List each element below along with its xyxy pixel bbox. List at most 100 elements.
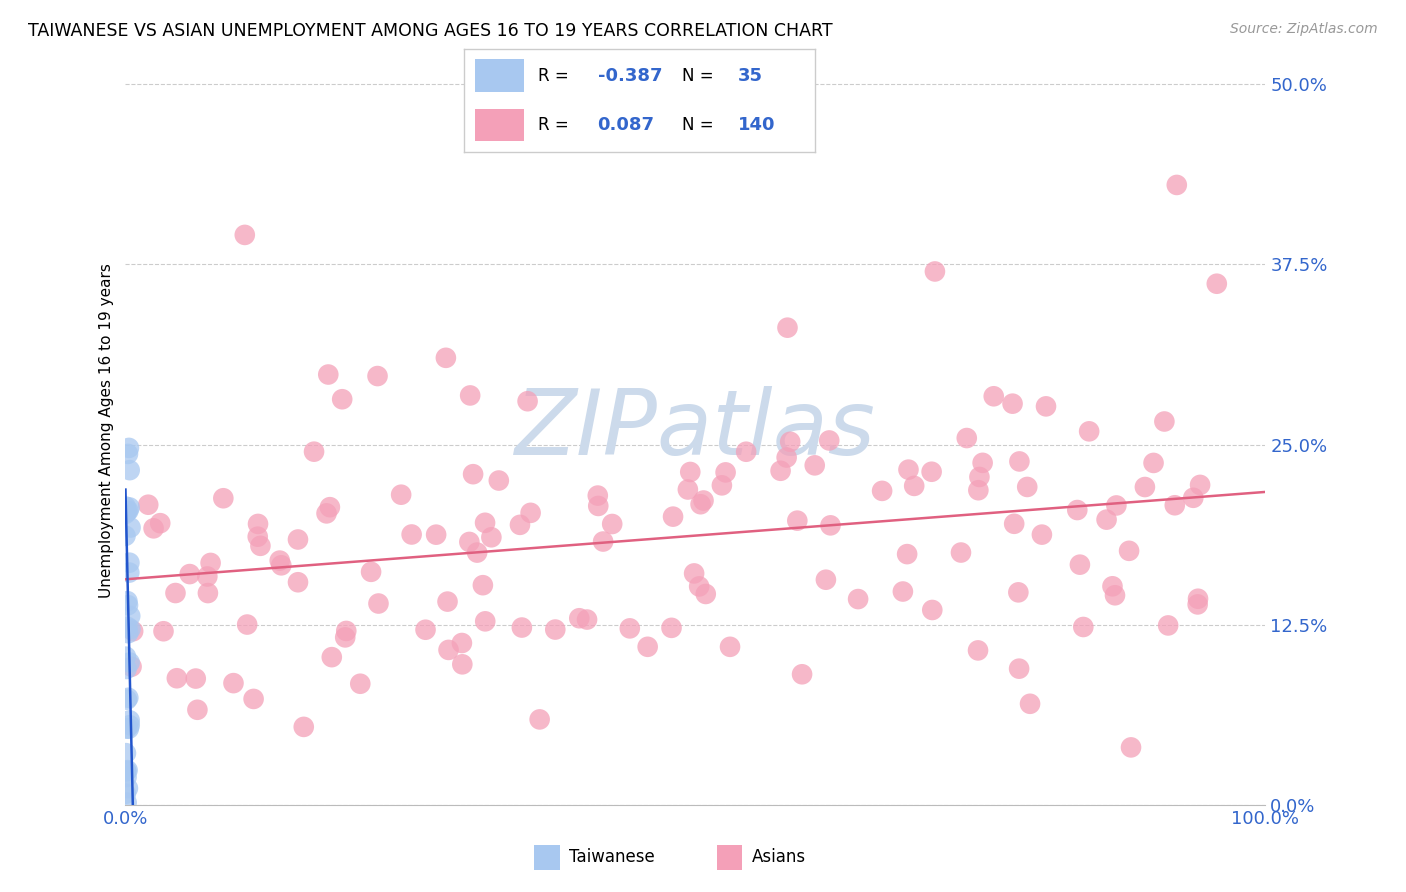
Point [1078,425,1101,439]
Point [1017,480,1039,494]
Point [166,671,188,685]
Point [479,530,502,544]
Point [319,500,342,515]
Point [200,556,222,570]
Point [972,456,994,470]
Point [1157,618,1180,632]
Point [415,623,437,637]
Point [683,566,706,581]
Point [1164,498,1187,512]
Point [302,444,325,458]
Point [1118,544,1140,558]
Text: Source: ZipAtlas.com: Source: ZipAtlas.com [1230,22,1378,37]
Point [136,498,159,512]
Point [401,527,423,541]
Point [870,483,893,498]
Point [714,466,737,480]
Text: R =: R = [538,116,568,134]
Point [692,493,714,508]
Point [1008,662,1031,676]
Point [186,703,208,717]
Point [516,394,538,409]
Text: Taiwanese: Taiwanese [569,848,655,866]
Point [114,507,136,521]
Point [1187,591,1209,606]
Text: 140: 140 [738,116,776,134]
Text: -0.387: -0.387 [598,67,662,85]
Point [287,575,309,590]
Point [949,545,972,559]
Text: TAIWANESE VS ASIAN UNEMPLOYMENT AMONG AGES 16 TO 19 YEARS CORRELATION CHART: TAIWANESE VS ASIAN UNEMPLOYMENT AMONG AG… [28,22,832,40]
Point [436,594,458,608]
Text: Asians: Asians [752,848,806,866]
Point [509,517,531,532]
Point [1031,527,1053,541]
Point [287,533,309,547]
Point [335,624,357,638]
Point [389,488,412,502]
Point [619,621,641,635]
Point [814,573,837,587]
Point [969,470,991,484]
Point [1035,400,1057,414]
Point [246,530,269,544]
Point [360,565,382,579]
Point [118,566,141,580]
Point [461,467,484,482]
Point [471,578,494,592]
Point [269,553,291,567]
Point [120,609,142,624]
Text: N =: N = [682,67,713,85]
Point [121,659,143,673]
Point [529,713,551,727]
Point [152,624,174,639]
Point [544,623,567,637]
Point [247,516,270,531]
Point [586,489,609,503]
Point [195,569,218,583]
Text: ZIPatlas: ZIPatlas [515,386,876,475]
Point [474,615,496,629]
Point [600,516,623,531]
Point [114,529,136,543]
Point [242,692,264,706]
Point [451,636,474,650]
Point [120,622,142,636]
Point [1104,588,1126,602]
Point [1189,478,1212,492]
Point [956,431,979,445]
Point [790,667,813,681]
Point [568,611,591,625]
Point [197,586,219,600]
Point [903,479,925,493]
Point [437,643,460,657]
Point [488,474,510,488]
Point [786,514,808,528]
Point [451,657,474,672]
Point [662,509,685,524]
Point [212,491,235,506]
Point [115,764,138,778]
Point [846,592,869,607]
Point [115,770,138,784]
Point [1069,558,1091,572]
Point [222,676,245,690]
Point [676,483,699,497]
Point [1182,491,1205,505]
Point [519,506,541,520]
Point [1142,456,1164,470]
Point [661,621,683,635]
Point [820,518,842,533]
Point [1187,598,1209,612]
Point [292,720,315,734]
Point [1153,415,1175,429]
Point [967,483,990,498]
Point [118,500,141,515]
Point [1071,620,1094,634]
Point [115,764,138,779]
Point [921,465,943,479]
Point [510,621,533,635]
Point [458,535,481,549]
Point [118,718,141,732]
Point [1166,178,1188,192]
